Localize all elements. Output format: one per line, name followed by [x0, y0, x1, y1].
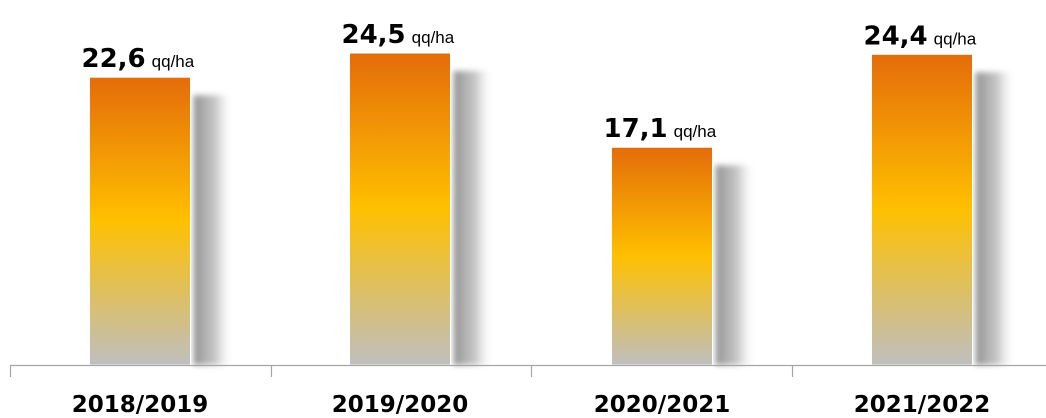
- value-label: 24,4 qq/ha: [864, 21, 977, 51]
- value-labels: 22,6 qq/ha 24,5 qq/ha 17,1 qq/ha 24,4 qq/ha: [82, 20, 977, 144]
- category-labels: 2018/2019 2019/2020 2020/2021 2021/2022: [72, 392, 990, 418]
- bar: [349, 52, 451, 366]
- bar: [89, 76, 191, 366]
- category-label: 2020/2021: [594, 392, 730, 418]
- bars: [89, 52, 973, 366]
- value-label: 17,1 qq/ha: [604, 114, 717, 144]
- value-label: 22,6 qq/ha: [82, 44, 195, 74]
- bar-shadow: [975, 72, 1016, 365]
- x-axis: [9, 364, 1046, 377]
- bar-shadow: [193, 95, 234, 365]
- bar: [871, 53, 973, 366]
- bar-shadow: [453, 71, 494, 365]
- bar-shadow: [715, 165, 756, 365]
- bar: [611, 146, 713, 366]
- category-label: 2018/2019: [72, 392, 208, 418]
- category-label: 2019/2020: [332, 392, 468, 418]
- value-label: 24,5 qq/ha: [342, 20, 455, 50]
- category-label: 2021/2022: [854, 392, 990, 418]
- bar-shadows: [193, 71, 1016, 365]
